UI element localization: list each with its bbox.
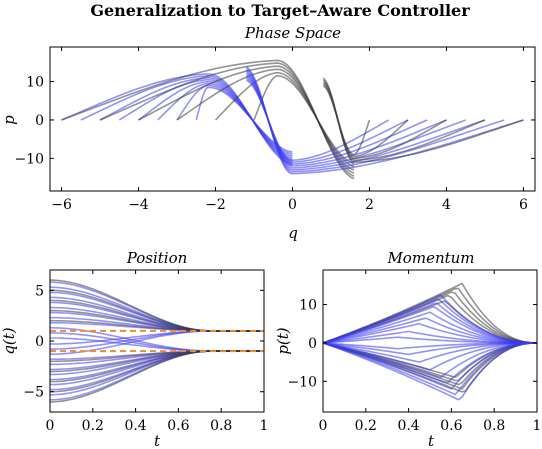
phase-xlabel: q [288, 224, 298, 242]
momentum-ticks-group: 0 0.2 0.4 0.6 0.8 1 −10 0 10 [287, 270, 541, 434]
2-ytick-label: −10 [287, 374, 317, 390]
momentum-xlabel: t [428, 432, 435, 449]
position-chart: Position 0 0.2 0.4 0.6 0.8 1 −5 0 5 t q(t) [0, 249, 268, 449]
phase-series-group [61, 59, 524, 180]
0-xtick-label: 6 [519, 197, 528, 213]
0-ytick-label: 10 [26, 75, 44, 91]
position-subtitle: Position [126, 249, 188, 267]
momentum-trajectory [322, 342, 537, 363]
0-ytick-label: 0 [35, 113, 44, 129]
momentum-trajectory [322, 342, 538, 396]
phase-subtitle: Phase Space [244, 24, 341, 42]
1-ytick-label: 5 [35, 283, 44, 299]
phase-trajectory [195, 86, 293, 153]
2-xtick-label: 0.8 [483, 418, 505, 434]
momentum-trajectory [322, 342, 537, 371]
position-xlabel: t [154, 432, 161, 449]
2-xtick-label: 1 [533, 418, 542, 434]
figure-title: Generalization to Target–Aware Controlle… [90, 1, 470, 20]
position-series-group [49, 279, 264, 403]
1-ytick-label: 0 [35, 334, 44, 350]
phase-trajectory [322, 77, 524, 163]
phase-ticks-group: −6 −4 −2 0 2 4 6 −10 0 10 [14, 47, 535, 213]
2-ytick-label: 0 [308, 336, 317, 352]
momentum-chart: Momentum 0 0.2 0.4 0.6 0.8 1 −10 0 10 t p(t) [274, 249, 541, 449]
position-ylabel: q(t) [0, 327, 18, 354]
2-xtick-label: 0 [319, 418, 328, 434]
1-xtick-label: 1 [260, 418, 269, 434]
momentum-trajectory [322, 342, 538, 401]
momentum-trajectory [322, 342, 537, 379]
0-xtick-label: −6 [51, 197, 72, 213]
momentum-series-group [322, 282, 538, 401]
0-xtick-label: 0 [288, 197, 297, 213]
1-ytick-label: −5 [23, 385, 44, 401]
phase-ylabel: p [0, 115, 18, 125]
momentum-trajectory [322, 342, 538, 384]
1-xtick-label: 0.8 [210, 418, 232, 434]
momentum-trajectory [322, 342, 538, 390]
0-xtick-label: −4 [128, 197, 149, 213]
2-xtick-label: 0.2 [355, 418, 377, 434]
0-xtick-label: −2 [205, 197, 226, 213]
phase-trajectory [245, 79, 390, 162]
momentum-subtitle: Momentum [386, 249, 474, 267]
position-trajectory [49, 350, 264, 403]
2-ytick-label: 10 [299, 298, 317, 314]
2-xtick-label: 0.4 [397, 418, 419, 434]
1-xtick-label: 0 [46, 418, 55, 434]
0-ytick-label: −10 [14, 151, 44, 167]
phase-trajectory [322, 85, 371, 156]
1-xtick-label: 0.2 [82, 418, 104, 434]
momentum-ylabel: p(t) [274, 327, 292, 354]
phase-trajectory [118, 78, 293, 161]
2-xtick-label: 0.6 [440, 418, 462, 434]
0-xtick-label: 2 [365, 197, 374, 213]
phase-space-chart: Phase Space −6 −4 −2 0 2 4 6 −10 0 10 q p [0, 24, 536, 242]
position-trajectory [50, 319, 264, 332]
1-xtick-label: 0.6 [167, 418, 189, 434]
phase-trajectory [322, 81, 447, 160]
phase-trajectory [80, 75, 293, 165]
momentum-axes-frame [322, 269, 538, 413]
1-xtick-label: 0.4 [124, 418, 146, 434]
0-xtick-label: 4 [442, 197, 451, 213]
position-ticks-group: 0 0.2 0.4 0.6 0.8 1 −5 0 5 [23, 270, 268, 434]
